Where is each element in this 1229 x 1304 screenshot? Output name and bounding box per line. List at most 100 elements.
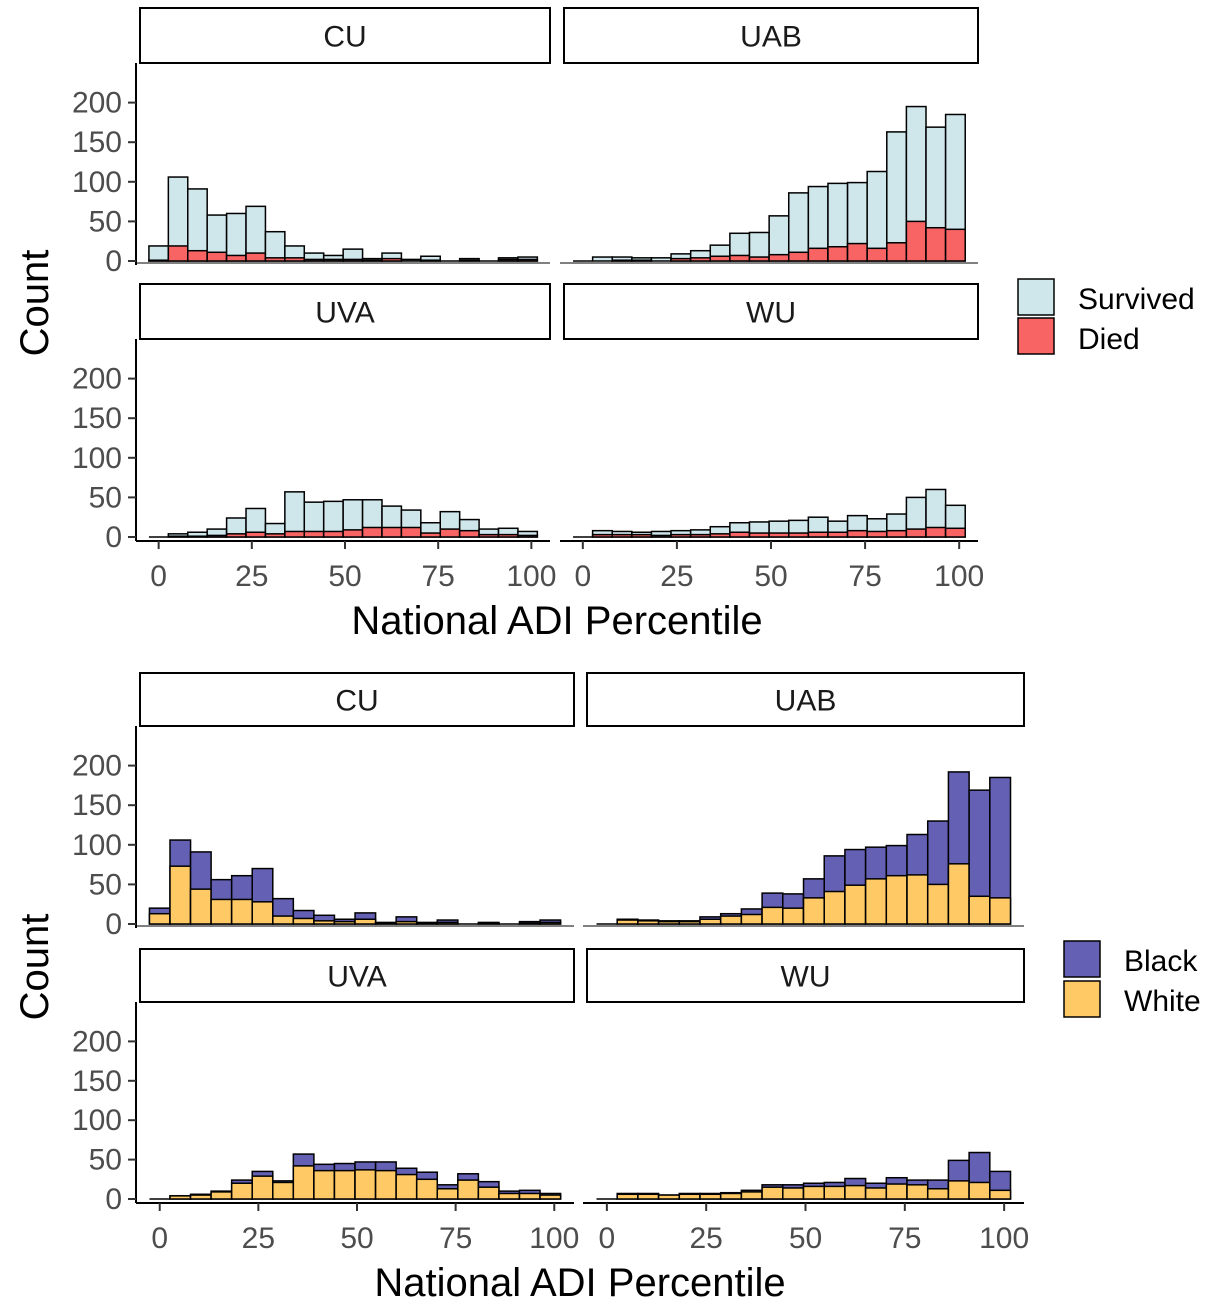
bar-white	[415, 922, 439, 925]
bar-died	[709, 533, 731, 538]
y-tick-label: 0	[105, 245, 122, 278]
x-tick-label: 0	[150, 560, 167, 593]
bar-white	[844, 884, 867, 925]
x-tick-label: 25	[689, 1222, 722, 1255]
bar-survived	[787, 192, 810, 262]
bar-died	[670, 257, 692, 262]
x-tick-label: 50	[754, 560, 787, 593]
bar-white	[989, 897, 1012, 925]
bar-died	[650, 534, 672, 538]
bar-white	[477, 922, 500, 925]
bar-white	[333, 920, 356, 925]
y-tick-label: 50	[89, 205, 122, 238]
bar-white	[189, 888, 212, 925]
y-tick-label: 0	[105, 521, 122, 554]
bar-died	[925, 526, 947, 538]
bar-white	[823, 1185, 846, 1200]
bar-died	[689, 533, 712, 538]
bar-white	[251, 901, 274, 925]
bar-white	[169, 1195, 192, 1200]
bar-white	[616, 1193, 639, 1200]
bar-died	[768, 253, 790, 262]
y-tick-label: 100	[72, 166, 122, 199]
bar-white	[657, 1194, 681, 1200]
legend: Black White	[1063, 940, 1201, 1018]
bar-died	[631, 259, 653, 262]
bar-white	[926, 1188, 950, 1200]
facet-uva: UVA 0 50 100 150 200 0 25 50 75 100	[72, 283, 556, 593]
bar-died	[420, 259, 442, 262]
x-tick-label: 50	[328, 560, 361, 593]
facet-strip-label: UVA	[315, 297, 374, 330]
facet-uva: UVA 0 50 100 150 200 0 25 50 75 100	[72, 948, 579, 1255]
facet-strip-label: UAB	[775, 685, 837, 718]
y-tick-label: 200	[72, 87, 122, 120]
facet-uab: UAB	[560, 7, 979, 264]
bar-died	[148, 259, 170, 262]
facet-strip	[139, 283, 551, 340]
facet-strip	[139, 948, 575, 1003]
bar-died	[846, 529, 868, 538]
y-tick-label: 100	[72, 442, 122, 475]
bar-survived	[886, 131, 908, 262]
chart-survival-by-site: National ADI Percentile Count Survived D…	[13, 7, 1195, 643]
y-tick-label: 150	[72, 789, 122, 822]
bar-white	[926, 883, 950, 925]
facet-strip-label: UAB	[740, 21, 802, 54]
bar-white	[947, 863, 970, 925]
bar-died	[497, 533, 519, 538]
legend: Survived Died	[1017, 278, 1195, 356]
bar-died	[497, 258, 519, 262]
bar-died	[439, 528, 461, 538]
facet-uab: UAB	[583, 672, 1025, 927]
bar-white	[477, 1186, 500, 1200]
bar-white	[189, 1194, 212, 1200]
facet-cu: CU 0 50 100 150 200	[72, 7, 551, 278]
bar-died	[905, 220, 927, 262]
bar-survived	[400, 258, 422, 262]
bar-white	[457, 1179, 480, 1200]
bar-white	[782, 907, 805, 925]
bar-white	[415, 1178, 439, 1200]
bar-white	[395, 1173, 418, 1200]
bar-died	[381, 257, 403, 262]
bar-white	[906, 874, 929, 925]
bar-white	[333, 1169, 356, 1200]
bar-died	[807, 531, 829, 538]
x-tick-label: 75	[439, 1222, 472, 1255]
bar-white	[761, 1186, 784, 1200]
y-tick-label: 0	[105, 1183, 122, 1216]
bar-white	[292, 917, 315, 925]
bar-white	[148, 912, 171, 925]
bar-died	[517, 534, 539, 538]
x-tick-label: 100	[979, 1222, 1029, 1255]
bar-white	[699, 1193, 722, 1200]
bar-white	[395, 920, 418, 925]
y-axis-title: Count	[13, 250, 57, 357]
y-tick-label: 0	[105, 908, 122, 941]
bar-died	[284, 257, 306, 262]
bar-died	[807, 247, 829, 262]
bar-died	[886, 529, 908, 538]
bar-white	[906, 1184, 929, 1200]
facet-strip-label: UVA	[327, 961, 386, 994]
y-tick-label: 150	[72, 1065, 122, 1098]
bar-white	[740, 913, 763, 925]
bar-died	[342, 529, 364, 538]
bar-survived	[591, 256, 613, 262]
bar-died	[245, 531, 267, 538]
bar-white	[885, 1183, 908, 1200]
bar-white	[657, 920, 681, 925]
bar-died	[245, 252, 267, 262]
bar-died	[631, 533, 653, 538]
bar-white	[313, 1169, 336, 1200]
bar-white	[539, 921, 562, 925]
bar-died	[925, 226, 947, 262]
x-tick-label: 0	[599, 1222, 616, 1255]
bar-died	[670, 533, 692, 538]
bar-died	[322, 258, 344, 262]
bar-white	[272, 915, 295, 925]
legend-label-died: Died	[1078, 323, 1140, 356]
legend-key-white	[1063, 980, 1101, 1018]
